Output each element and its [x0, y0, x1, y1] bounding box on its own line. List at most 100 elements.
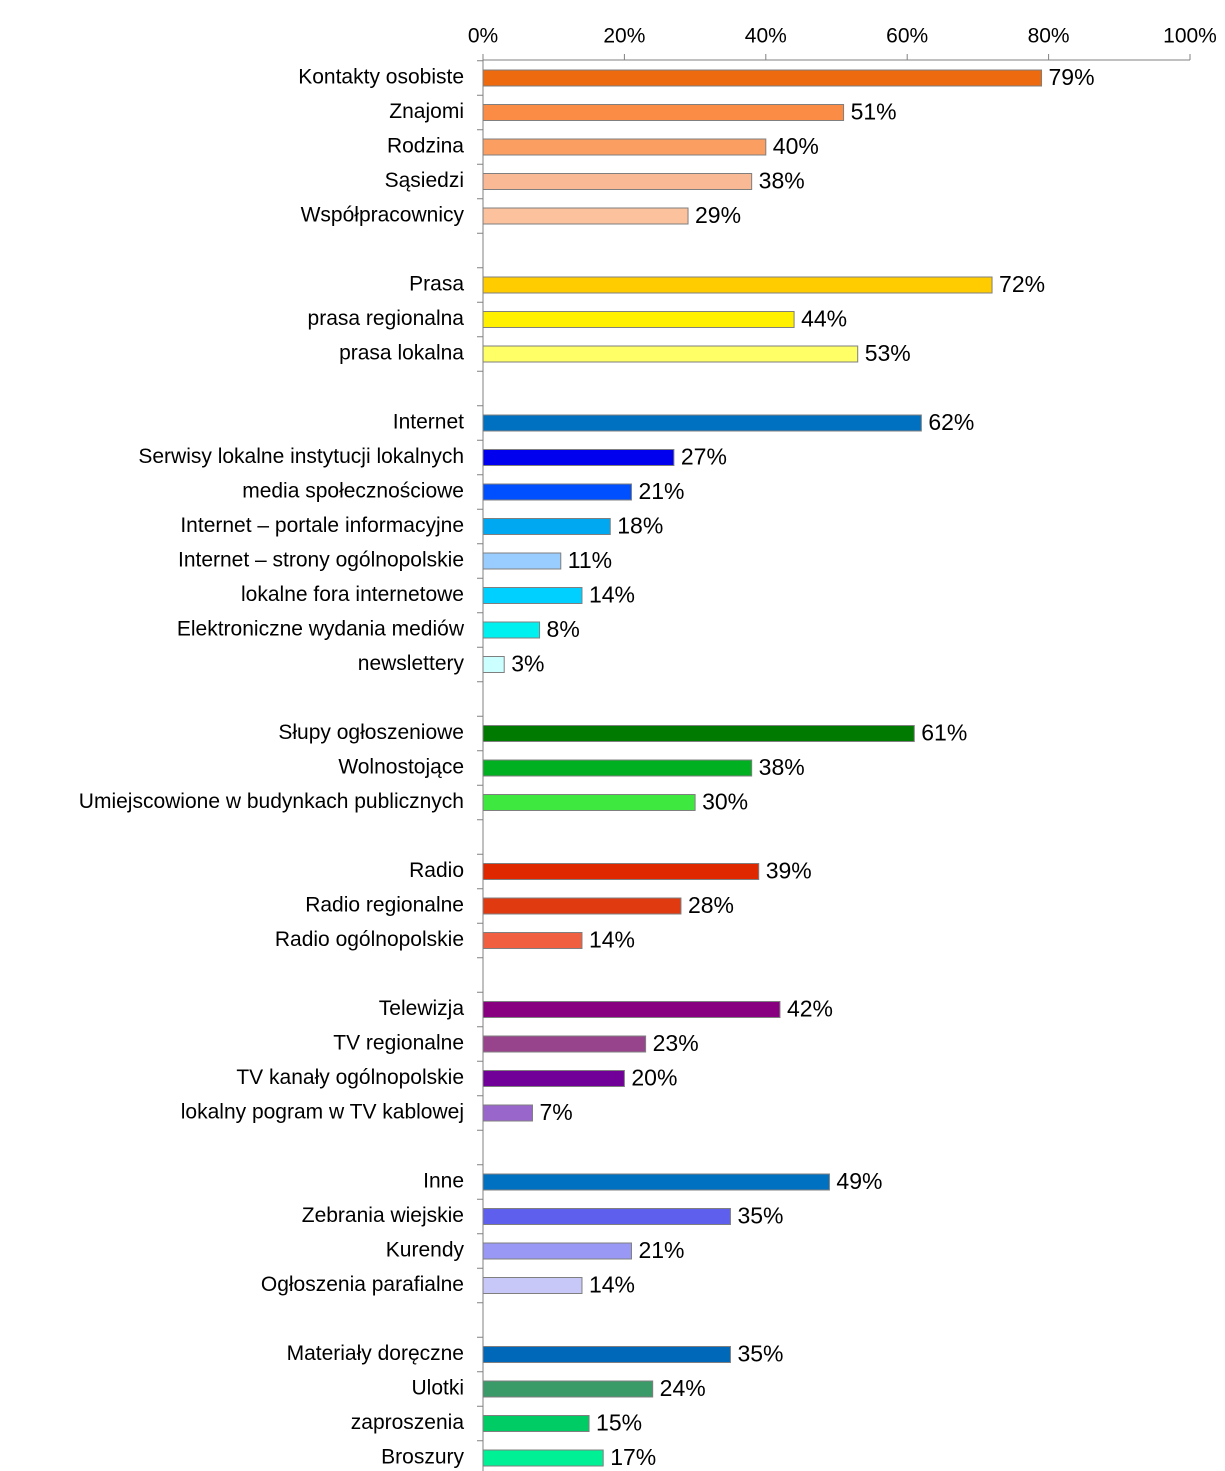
- category-label: Prasa: [409, 273, 464, 296]
- category-label: Broszury: [381, 1446, 464, 1469]
- category-label: Słupy ogłoszeniowe: [278, 721, 464, 744]
- category-label: zaproszenia: [351, 1411, 465, 1434]
- category-label: newslettery: [358, 652, 465, 675]
- category-label: Umiejscowione w budynkach publicznych: [79, 790, 464, 813]
- data-label: 21%: [638, 478, 684, 504]
- bar: [482, 483, 632, 501]
- category-label: Radio regionalne: [305, 894, 464, 917]
- data-label: 17%: [610, 1444, 656, 1470]
- data-label: 29%: [695, 202, 741, 228]
- category-label: Telewizja: [379, 997, 465, 1020]
- data-label: 15%: [596, 1410, 642, 1436]
- category-label: Zebrania wiejskie: [302, 1204, 464, 1227]
- category-label: Wolnostojące: [338, 756, 464, 779]
- category-label: Radio: [409, 859, 464, 882]
- data-label: 21%: [638, 1237, 684, 1263]
- category-label: Współpracownicy: [301, 204, 465, 227]
- bar: [482, 104, 845, 121]
- category-label: Internet – strony ogólnopolskie: [178, 549, 464, 572]
- labels-layer: Kontakty osobiste 79% Znajomi 51% Rodzina 40%…: [79, 64, 1095, 1470]
- data-label: 8%: [547, 616, 580, 642]
- category-label: media społecznościowe: [242, 480, 464, 503]
- data-label: 23%: [653, 1030, 699, 1056]
- category-label: Kurendy: [386, 1239, 465, 1262]
- bar: [482, 414, 922, 432]
- bar: [482, 311, 795, 328]
- data-label: 18%: [617, 513, 663, 539]
- x-tick-label: 40%: [745, 25, 787, 48]
- data-label: 20%: [631, 1065, 677, 1091]
- bar: [482, 518, 611, 535]
- bar: [482, 173, 753, 190]
- data-label: 38%: [759, 168, 805, 194]
- x-tick-label: 20%: [603, 25, 645, 48]
- bar: [482, 759, 753, 777]
- category-label: Znajomi: [389, 100, 464, 123]
- data-label: 14%: [589, 582, 635, 608]
- data-label: 39%: [766, 858, 812, 884]
- data-label: 35%: [737, 1203, 783, 1229]
- bar: [482, 932, 583, 949]
- data-label: 53%: [865, 340, 911, 366]
- data-label: 14%: [589, 927, 635, 953]
- category-label: Ogłoszenia parafialne: [261, 1273, 464, 1296]
- category-label: Internet – portale informacyjne: [180, 514, 464, 537]
- category-label: Rodzina: [387, 135, 464, 158]
- data-label: 62%: [928, 409, 974, 435]
- bar: [482, 656, 505, 673]
- bars-layer: [482, 69, 1043, 1467]
- bar: [482, 1415, 590, 1432]
- x-tick-label: 0%: [468, 25, 498, 48]
- category-label: Sąsiedzi: [385, 169, 464, 192]
- bar: [482, 1449, 604, 1467]
- data-label: 49%: [836, 1168, 882, 1194]
- bar: [482, 449, 675, 466]
- bar: [482, 1208, 731, 1225]
- category-label: TV regionalne: [333, 1032, 464, 1055]
- data-label: 7%: [539, 1099, 572, 1125]
- category-label: prasa lokalna: [339, 342, 464, 365]
- bar: [482, 345, 859, 363]
- data-label: 35%: [737, 1341, 783, 1367]
- bar: [482, 1035, 647, 1053]
- category-label: prasa regionalna: [308, 307, 465, 330]
- data-label: 40%: [773, 133, 819, 159]
- bar: [482, 138, 767, 156]
- category-label: Radio ogólnopolskie: [275, 928, 464, 951]
- bar: [482, 207, 689, 225]
- category-label: Internet: [393, 411, 464, 434]
- data-label: 28%: [688, 892, 734, 918]
- bar: [482, 1380, 654, 1398]
- data-label: 3%: [511, 651, 544, 677]
- data-label: 30%: [702, 789, 748, 815]
- data-label: 42%: [787, 996, 833, 1022]
- bar: [482, 1242, 632, 1260]
- bar: [482, 587, 583, 604]
- category-label: Kontakty osobiste: [298, 66, 464, 89]
- data-label: 27%: [681, 444, 727, 470]
- category-label: lokalny pogram w TV kablowej: [181, 1101, 464, 1124]
- bar: [482, 621, 541, 639]
- data-label: 11%: [568, 547, 612, 573]
- axis-layer: 0% 20% 40% 60% 80% 100%: [468, 25, 1217, 1471]
- data-label: 24%: [660, 1375, 706, 1401]
- bar: [482, 1070, 625, 1087]
- x-tick-label: 100%: [1163, 25, 1217, 48]
- bar: [482, 1277, 583, 1294]
- data-label: 38%: [759, 754, 805, 780]
- bar: [482, 69, 1043, 87]
- category-label: Ulotki: [411, 1377, 464, 1400]
- data-label: 44%: [801, 306, 847, 332]
- bar: [482, 1346, 731, 1363]
- category-label: Serwisy lokalne instytucji lokalnych: [138, 445, 464, 468]
- x-tick-label: 60%: [886, 25, 928, 48]
- bar: [482, 794, 696, 811]
- data-label: 79%: [1049, 64, 1095, 90]
- bar: [482, 276, 993, 294]
- category-label: TV kanały ogólnopolskie: [236, 1066, 464, 1089]
- bar: [482, 1173, 830, 1191]
- bar: [482, 1104, 533, 1122]
- bar: [482, 863, 760, 880]
- category-label: Elektroniczne wydania mediów: [177, 618, 465, 641]
